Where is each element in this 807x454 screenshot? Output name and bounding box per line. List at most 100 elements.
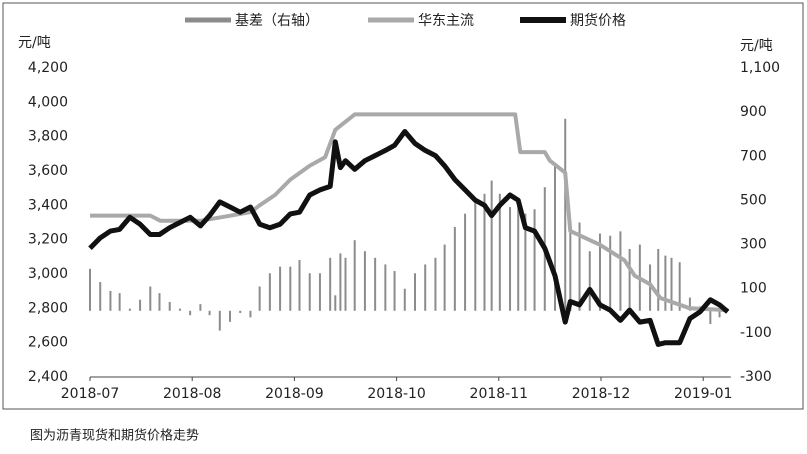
series-line [88,129,730,347]
basis-bar [344,257,347,311]
basis-bar [268,273,271,311]
basis-bar [239,310,242,313]
basis-bar [628,248,631,311]
series-line [90,112,728,313]
basis-bar [619,231,622,311]
y-tick-label: 3,000 [28,266,68,282]
basis-bar [308,273,311,311]
basis-bar [483,193,486,311]
y-tick-label: 2,400 [28,369,68,385]
y2-tick-label: 1,100 [740,60,780,76]
y2-tick-label: -300 [740,369,772,385]
basis-bar [670,257,673,311]
basis-bar [208,310,211,316]
y-tick-label: 3,600 [28,163,68,179]
basis-bar [598,233,601,311]
basis-bar [329,257,332,311]
basis-bar [649,264,652,311]
y2-tick-label: 300 [740,237,767,253]
basis-bar [99,282,102,311]
basis-bar [403,288,406,311]
caption: 图为沥青现货和期货价格走势 [30,428,199,444]
y2-tick-label: 500 [740,192,767,208]
basis-bar [657,248,660,311]
basis-bar [258,286,261,311]
basis-bar [109,290,112,311]
basis-bar [318,273,321,311]
basis-bar [298,260,301,311]
basis-bar [289,266,292,311]
basis-bar [664,255,667,311]
y-tick-label: 3,800 [28,129,68,145]
basis-bar [229,310,232,322]
basis-bar [464,213,467,311]
basis-bar [178,308,181,311]
basis-bar [363,251,366,311]
basis-bar [384,264,387,311]
legend-label: 期货价格 [570,12,626,29]
basis-bar [453,226,456,311]
basis-bar [434,257,437,311]
basis-bar [533,209,536,311]
basis-bar [443,244,446,311]
y-tick-label: 3,200 [28,232,68,248]
x-tick-label: 2019-01 [674,386,733,402]
basis-bar [149,286,152,311]
x-tick-label: 2018-08 [163,386,222,402]
basis-bar [393,271,396,311]
basis-bar [353,240,356,311]
y-tick-label: 4,000 [28,94,68,110]
y-tick-label: 2,600 [28,335,68,351]
y2-tick-label: 900 [740,104,767,120]
basis-bar [609,235,612,311]
basis-bar [118,293,121,311]
basis-bar [524,213,527,311]
basis-bar [424,264,427,311]
basis-bar [564,118,567,311]
basis-bar [279,266,282,311]
basis-bar [128,308,131,311]
x-tick-label: 2018-10 [367,386,426,402]
basis-bar [709,310,712,325]
basis-bar [158,293,161,311]
basis-bar [490,180,493,311]
y-tick-label: 3,400 [28,197,68,213]
x-tick-label: 2018-09 [265,386,324,402]
basis-bar [688,297,691,311]
y-tick-label: 2,800 [28,300,68,316]
basis-bar [339,253,342,311]
basis-bar [517,200,520,311]
basis-bar [413,273,416,311]
x-tick-label: 2018-11 [470,386,529,402]
basis-bar [588,251,591,311]
x-tick-label: 2018-07 [61,386,120,402]
basis-bar [554,162,557,311]
basis-bar [168,301,171,311]
basis-bar [678,262,681,311]
basis-bar [498,193,501,311]
y-axis-label: 元/吨 [18,35,51,51]
basis-bar [578,222,581,311]
x-tick-label: 2018-12 [572,386,631,402]
y2-axis-label: 元/吨 [740,38,773,54]
y2-tick-label: -100 [740,325,772,341]
basis-bar [474,200,477,311]
chart-frame [2,2,804,410]
basis-bar [218,310,221,331]
basis-bar [334,295,337,311]
basis-bar [509,207,512,311]
legend-label: 华东主流 [418,13,474,29]
y2-tick-label: 700 [740,148,767,164]
basis-bar [569,220,572,311]
y2-tick-label: 100 [740,281,767,297]
basis-bar [718,310,721,318]
basis-bar [199,304,202,311]
basis-bar [139,299,142,311]
basis-bar [189,310,192,316]
y-tick-label: 4,200 [28,60,68,76]
basis-bar [374,257,377,311]
basis-bar [89,268,91,311]
basis-bar [249,310,252,318]
